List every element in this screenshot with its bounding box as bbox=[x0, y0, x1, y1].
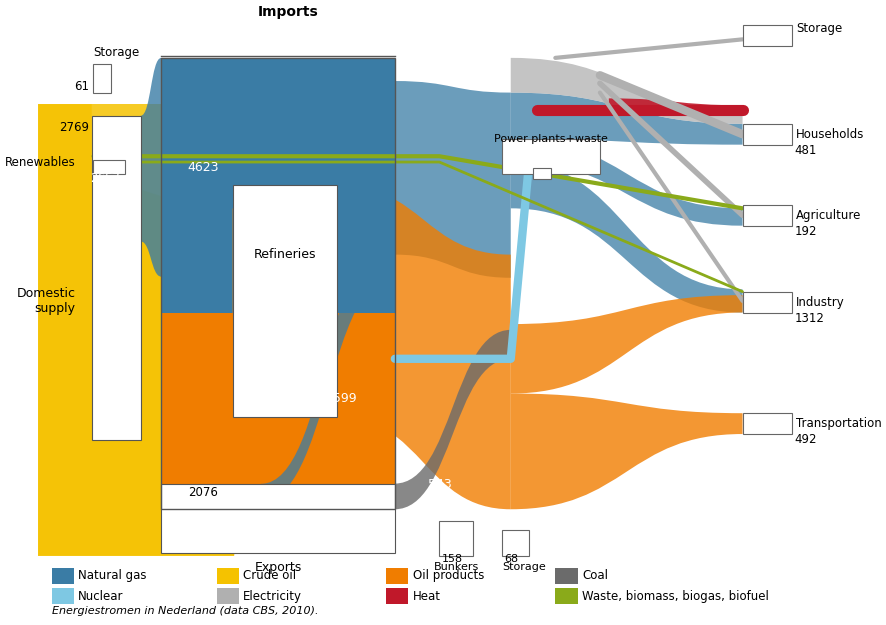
Bar bbox=[439, 521, 473, 556]
Bar bbox=[51, 568, 74, 584]
Text: Exports: Exports bbox=[254, 561, 301, 574]
Text: Nuclear: Nuclear bbox=[78, 589, 124, 602]
Text: Agriculture: Agriculture bbox=[796, 209, 861, 222]
PathPatch shape bbox=[510, 394, 742, 509]
Bar bbox=[94, 64, 112, 92]
Bar bbox=[163, 537, 393, 552]
Text: Storage: Storage bbox=[796, 22, 843, 36]
Bar bbox=[742, 26, 791, 46]
Bar bbox=[161, 313, 395, 484]
Bar bbox=[232, 185, 337, 417]
Text: Natural gas: Natural gas bbox=[78, 569, 147, 582]
Text: 543: 543 bbox=[428, 478, 451, 491]
Bar bbox=[742, 205, 791, 226]
PathPatch shape bbox=[510, 295, 742, 394]
Bar bbox=[161, 58, 395, 509]
PathPatch shape bbox=[337, 185, 510, 509]
Text: Storage: Storage bbox=[501, 562, 546, 572]
Bar bbox=[163, 552, 393, 553]
Bar bbox=[94, 160, 125, 174]
Text: Oil products: Oil products bbox=[413, 569, 484, 582]
Bar bbox=[742, 413, 791, 434]
Bar bbox=[161, 277, 395, 313]
PathPatch shape bbox=[261, 224, 395, 501]
Text: Heat: Heat bbox=[413, 589, 440, 602]
PathPatch shape bbox=[141, 58, 161, 277]
Text: 481: 481 bbox=[794, 144, 817, 157]
Text: Energiestromen in Nederland (data CBS, 2010).: Energiestromen in Nederland (data CBS, 2… bbox=[51, 606, 318, 616]
Text: 773: 773 bbox=[276, 289, 299, 301]
PathPatch shape bbox=[510, 139, 742, 226]
Bar bbox=[161, 484, 395, 553]
Bar bbox=[161, 484, 395, 509]
Text: 1786: 1786 bbox=[345, 538, 374, 551]
Bar bbox=[742, 124, 791, 144]
Text: 192: 192 bbox=[794, 225, 817, 238]
Text: Transportation: Transportation bbox=[796, 417, 882, 430]
Bar bbox=[94, 116, 139, 241]
Bar bbox=[163, 501, 393, 537]
Bar bbox=[386, 588, 408, 604]
Bar bbox=[386, 568, 408, 584]
Text: Storage: Storage bbox=[94, 46, 140, 59]
Text: Coal: Coal bbox=[582, 569, 608, 582]
Text: Power plants+waste: Power plants+waste bbox=[494, 134, 608, 144]
Text: 68: 68 bbox=[504, 554, 518, 564]
PathPatch shape bbox=[395, 81, 510, 278]
Text: 4234: 4234 bbox=[273, 512, 303, 526]
Text: 4623: 4623 bbox=[188, 161, 219, 174]
PathPatch shape bbox=[38, 104, 235, 556]
Text: Bunkers: Bunkers bbox=[434, 562, 479, 572]
Text: Renewables: Renewables bbox=[5, 156, 75, 169]
Text: 3599: 3599 bbox=[325, 392, 357, 405]
Text: 2769: 2769 bbox=[59, 121, 89, 134]
PathPatch shape bbox=[395, 330, 510, 509]
Text: 158: 158 bbox=[406, 539, 428, 552]
PathPatch shape bbox=[510, 162, 742, 312]
Text: 1312: 1312 bbox=[794, 312, 824, 325]
Bar bbox=[533, 168, 551, 179]
Bar bbox=[216, 588, 239, 604]
Text: 492: 492 bbox=[794, 433, 817, 446]
Text: Crude oil: Crude oil bbox=[244, 569, 297, 582]
Bar bbox=[742, 292, 791, 312]
Bar bbox=[161, 58, 395, 277]
Text: Domestic
supply: Domestic supply bbox=[17, 287, 75, 315]
Text: Industry: Industry bbox=[796, 296, 845, 309]
Bar bbox=[556, 588, 578, 604]
Text: Households: Households bbox=[796, 127, 865, 141]
Text: 61: 61 bbox=[74, 80, 89, 93]
Bar bbox=[556, 568, 578, 584]
Text: 2076: 2076 bbox=[188, 486, 218, 499]
Bar bbox=[51, 588, 74, 604]
Text: Imports: Imports bbox=[258, 4, 318, 19]
PathPatch shape bbox=[232, 208, 242, 484]
PathPatch shape bbox=[38, 104, 235, 556]
Text: 158: 158 bbox=[442, 554, 463, 564]
Bar bbox=[501, 530, 529, 556]
Bar bbox=[163, 484, 393, 501]
Bar bbox=[216, 568, 239, 584]
Text: 2657: 2657 bbox=[90, 172, 120, 185]
PathPatch shape bbox=[510, 92, 742, 144]
Bar bbox=[91, 116, 141, 440]
Text: Waste, biomass, biogas, biofuel: Waste, biomass, biogas, biofuel bbox=[582, 589, 769, 602]
Text: Electricity: Electricity bbox=[244, 589, 302, 602]
PathPatch shape bbox=[510, 58, 742, 124]
Text: Refineries: Refineries bbox=[253, 248, 316, 261]
Bar bbox=[501, 139, 600, 174]
PathPatch shape bbox=[609, 98, 742, 110]
